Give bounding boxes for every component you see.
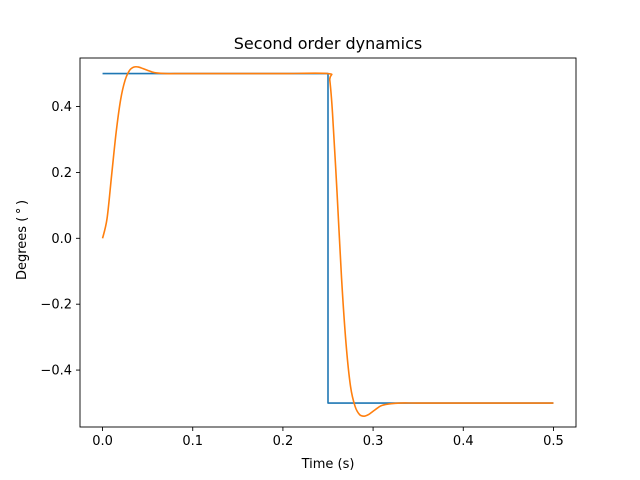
series-layer: [101, 65, 554, 417]
x-tick-label: 0.3: [363, 434, 384, 449]
y-tick-label: 0.2: [51, 166, 72, 181]
axes-frame: [79, 57, 577, 428]
x-tick-label: 0.2: [273, 434, 294, 449]
x-axis-label: Time (s): [301, 457, 355, 472]
y-tick-label: −0.4: [40, 364, 72, 379]
y-tick-label: 0.4: [51, 100, 72, 115]
axes-layer: 0.0 0.1 0.2 0.3 0.4 0.5 −0.4 −0.2 0.0 0.2 0.4: [40, 57, 577, 449]
x-tick-label: 0.1: [182, 434, 203, 449]
x-tick-label: 0.4: [453, 434, 474, 449]
y-tick-label: 0.0: [51, 232, 72, 247]
series-line-2: [101, 65, 554, 417]
x-tick-label: 0.5: [543, 434, 564, 449]
y-tick-label: −0.2: [40, 298, 72, 313]
x-tick-label: 0.0: [92, 434, 113, 449]
chart-title: Second order dynamics: [234, 34, 422, 53]
y-axis-label: Degrees ( ° ): [15, 200, 30, 280]
